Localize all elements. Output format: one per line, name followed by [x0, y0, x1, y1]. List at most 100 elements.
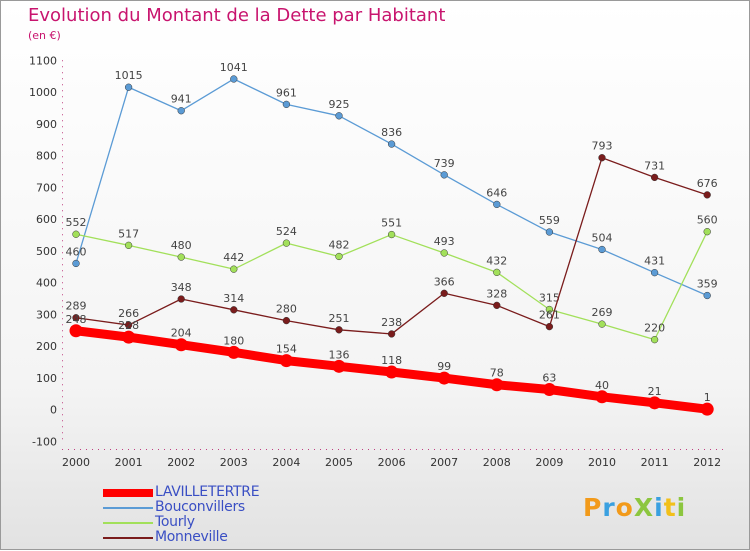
data-point: [650, 336, 659, 344]
y-tick-label: 1100: [29, 54, 57, 67]
x-tick-label: 2001: [115, 456, 143, 469]
data-point: [279, 354, 293, 368]
data-label: 99: [437, 360, 451, 373]
data-label: 524: [276, 225, 297, 238]
data-point: [493, 200, 501, 209]
data-point: [387, 330, 396, 338]
data-point: [230, 306, 238, 314]
data-label: 314: [223, 292, 244, 305]
data-label: 731: [644, 159, 665, 172]
data-point: [332, 359, 346, 373]
data-label: 228: [118, 319, 139, 332]
data-label: 118: [381, 354, 402, 367]
data-label: 961: [276, 86, 297, 99]
data-point: [598, 154, 606, 162]
data-label: 1: [704, 391, 711, 404]
data-point: [703, 228, 711, 236]
data-label: 315: [539, 291, 560, 304]
data-point: [598, 320, 606, 328]
legend-swatch: [103, 507, 153, 509]
data-label: 480: [171, 239, 192, 252]
x-tick-label: 2004: [272, 456, 300, 469]
data-point: [282, 239, 291, 247]
series-line: [75, 78, 708, 297]
proxiti-logo: ProXiti: [583, 493, 685, 522]
data-point: [542, 382, 556, 396]
x-tick-label: 2012: [693, 456, 721, 469]
data-label: 180: [223, 334, 244, 347]
y-tick-label: 0: [50, 404, 57, 417]
x-tick-label: 2009: [535, 456, 563, 469]
data-point: [227, 345, 241, 359]
data-point: [440, 249, 448, 257]
data-label: 261: [539, 309, 560, 322]
legend-swatch: [103, 489, 153, 497]
y-tick-label: -100: [32, 435, 57, 448]
data-label: 251: [329, 312, 350, 325]
data-point: [124, 321, 133, 329]
data-point: [703, 291, 711, 300]
data-point: [282, 100, 291, 109]
data-label: 551: [381, 217, 402, 230]
data-label: 560: [697, 214, 718, 227]
data-point: [122, 330, 136, 344]
x-tick-label: 2003: [220, 456, 248, 469]
data-label: 269: [592, 306, 613, 319]
data-point: [703, 191, 711, 199]
data-label: 359: [697, 278, 718, 291]
data-label: 220: [644, 322, 665, 335]
data-point: [545, 228, 554, 236]
data-label: 482: [329, 238, 350, 251]
y-tick-label: 300: [36, 308, 57, 321]
data-point: [440, 171, 448, 179]
data-label: 154: [276, 343, 297, 356]
data-label: 136: [329, 348, 350, 361]
legend-swatch: [103, 537, 153, 539]
data-point: [230, 265, 238, 273]
data-label: 493: [434, 235, 455, 248]
data-point: [490, 378, 504, 392]
data-point: [72, 259, 80, 268]
legend-label: Bouconvillers: [155, 499, 245, 515]
data-label: 925: [329, 98, 350, 111]
data-label: 204: [171, 327, 192, 340]
y-tick-label: 200: [36, 340, 57, 353]
x-tick-label: 2006: [378, 456, 406, 469]
legend-item: Monneville: [103, 529, 303, 546]
data-point: [177, 253, 185, 261]
y-tick-label: 900: [36, 118, 57, 131]
legend-item: LAVILLETERTRE: [103, 484, 303, 501]
data-point: [700, 402, 714, 416]
data-label: 289: [66, 300, 87, 313]
chart-subtitle: (en €): [28, 29, 61, 42]
data-point: [387, 140, 396, 148]
y-tick-label: 400: [36, 277, 57, 290]
x-tick-label: 2008: [483, 456, 511, 469]
data-label: 793: [592, 140, 613, 153]
data-label: 432: [486, 254, 507, 267]
legend-label: LAVILLETERTRE: [155, 484, 260, 500]
data-label: 739: [434, 157, 455, 170]
legend-item: Tourly: [103, 514, 303, 531]
data-label: 78: [490, 367, 504, 380]
y-tick-label: 800: [36, 150, 57, 163]
data-label: 941: [171, 93, 192, 106]
data-label: 646: [486, 186, 507, 199]
data-label: 460: [66, 245, 87, 258]
y-tick-label: 1000: [29, 86, 57, 99]
x-tick-label: 2005: [325, 456, 353, 469]
data-point: [437, 371, 451, 385]
data-point: [174, 338, 188, 352]
data-label: 238: [381, 316, 402, 329]
legend-label: Tourly: [155, 514, 195, 530]
data-point: [648, 396, 662, 410]
data-point: [493, 301, 501, 310]
data-point: [282, 316, 291, 325]
data-point: [650, 269, 659, 277]
data-label: 63: [542, 371, 556, 384]
data-point: [493, 268, 501, 276]
data-point: [440, 289, 448, 297]
legend-swatch: [103, 522, 153, 524]
data-point: [598, 245, 606, 254]
